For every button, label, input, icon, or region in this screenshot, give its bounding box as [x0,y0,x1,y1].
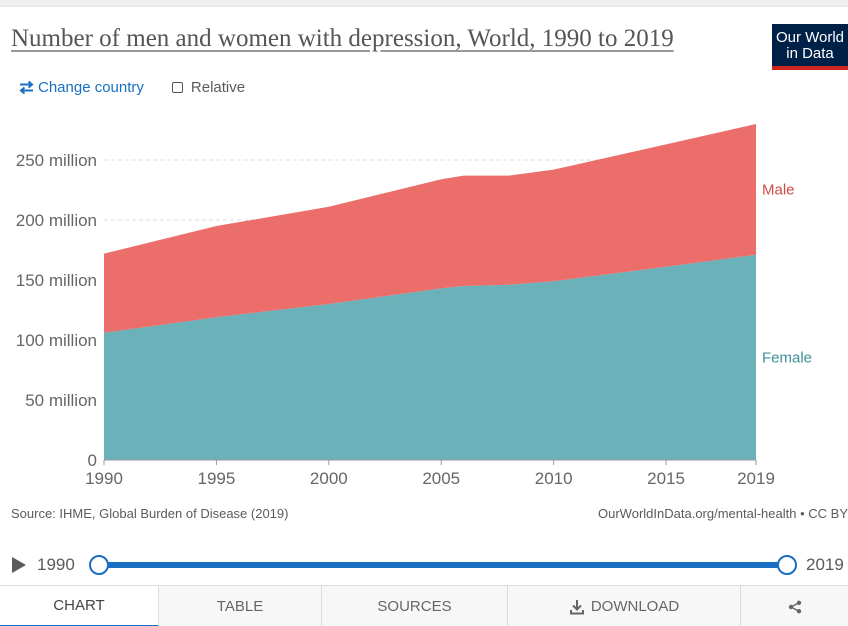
tab-table[interactable]: TABLE [159,586,322,626]
download-icon [569,599,584,614]
timeline-track[interactable] [99,562,787,568]
share-icon [788,600,801,613]
tab-bar: CHART TABLE SOURCES DOWNLOAD [0,585,848,626]
tab-table-label: TABLE [216,598,264,615]
chart-title[interactable]: Number of men and women with depression,… [11,25,674,52]
timeline-end-label: 2019 [806,555,844,574]
relative-toggle[interactable]: Relative [171,79,246,96]
tab-download-label: DOWNLOAD [590,598,680,615]
relative-checkbox[interactable] [171,82,183,93]
x-tick-label: 2015 [647,469,685,488]
x-tick-label: 2000 [310,469,348,488]
x-tick-label: 2010 [535,469,573,488]
area-series-female [104,254,756,460]
area-layer [104,124,756,460]
play-icon[interactable] [12,557,26,573]
change-country-button[interactable]: Change country [18,79,144,96]
timeline-start-handle[interactable] [89,555,109,575]
area-chart: 0 50 million 100 million 150 million 200 mil… [16,124,812,488]
area-series-male [104,124,756,333]
y-tick-label: 0 [88,451,97,470]
swap-arrows-icon [19,80,34,95]
relative-label: Relative [190,79,246,96]
logo-accent-bar [772,66,848,70]
logo-text-line2: in Data [786,45,834,62]
tab-chart[interactable]: CHART [0,586,159,626]
top-border [0,0,848,7]
label-layer: Female Male [762,181,812,366]
tab-download[interactable]: DOWNLOAD [508,586,741,626]
chart-controls: Change country Relative [18,79,245,96]
tab-sources-label: SOURCES [377,598,452,615]
license-link[interactable]: OurWorldInData.org/mental-health • CC BY [598,506,848,521]
y-tick-label: 250 million [16,151,97,170]
tab-sources[interactable]: SOURCES [322,586,508,626]
logo-text-line1: Our World [775,29,845,46]
y-tick-label: 200 million [16,211,97,230]
timeline-end-handle[interactable] [777,555,797,575]
y-tick-label: 150 million [16,271,97,290]
series-label-male: Male [762,181,795,198]
x-tick-label: 1995 [197,469,235,488]
share-button[interactable] [741,586,848,626]
timeline: 1990 2019 [0,549,848,581]
series-label-female: Female [762,349,812,366]
x-tick-label: 2005 [422,469,460,488]
y-tick-label: 100 million [16,331,97,350]
change-country-label: Change country [38,79,144,96]
x-tick-label: 2019 [737,469,775,488]
y-tick-label: 50 million [25,391,97,410]
source-note: Source: IHME, Global Burden of Disease (… [11,506,289,521]
owid-logo[interactable]: Our World in Data [772,24,848,70]
timeline-start-label: 1990 [37,555,75,574]
x-tick-label: 1990 [85,469,123,488]
axis-layer: 0 50 million 100 million 150 million 200 mil… [16,151,775,488]
tab-chart-label: CHART [53,597,105,614]
